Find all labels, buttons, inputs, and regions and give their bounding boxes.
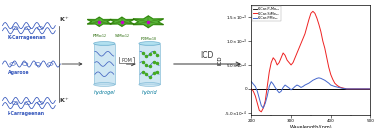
K-Car-P₂Mo₁₈ xyxy=(261,88,265,90)
K-Car-PMo₁₂ xyxy=(281,87,285,88)
Text: K-Carrageenan: K-Carrageenan xyxy=(8,35,46,40)
FancyBboxPatch shape xyxy=(119,57,134,63)
K-Car-P₂Mo₁₈ xyxy=(316,88,321,90)
Text: P$_2$Mo$_{18}$: P$_2$Mo$_{18}$ xyxy=(140,36,157,43)
FancyBboxPatch shape xyxy=(94,44,115,84)
K-Car-PMo₁₂ xyxy=(273,87,277,88)
K-Car-SiMo₁₂ xyxy=(368,88,373,90)
K-Car-P₂Mo₁₈ xyxy=(277,88,281,90)
Text: SiMo$_{12}$: SiMo$_{12}$ xyxy=(114,33,130,40)
K-Car-P₂Mo₁₈ xyxy=(368,88,373,90)
K-Car-P₂Mo₁₈ xyxy=(265,88,270,90)
Text: hydrogel: hydrogel xyxy=(93,90,115,95)
Text: l-Carrageenan: l-Carrageenan xyxy=(8,111,45,116)
Y-axis label: ICD: ICD xyxy=(218,55,223,65)
K-Car-SiMo₁₂ xyxy=(259,111,263,113)
Line: K-Car-SiMo₁₂: K-Car-SiMo₁₂ xyxy=(251,11,370,112)
Ellipse shape xyxy=(94,83,115,86)
K-Car-P₂Mo₁₈ xyxy=(269,88,274,90)
K-Car-P₂Mo₁₈ xyxy=(352,88,357,90)
K-Car-P₂Mo₁₈ xyxy=(308,88,313,90)
K-Car-SiMo₁₂ xyxy=(299,43,303,44)
K-Car-P₂Mo₁₈ xyxy=(281,88,285,90)
K-Car-SiMo₁₂ xyxy=(255,103,260,104)
Polygon shape xyxy=(110,17,134,26)
K-Car-P₂Mo₁₈ xyxy=(341,88,345,90)
FancyBboxPatch shape xyxy=(139,44,160,84)
Polygon shape xyxy=(133,16,164,28)
K-Car-PMo₁₂ xyxy=(261,107,265,109)
Ellipse shape xyxy=(139,83,160,86)
K-Car-PMo₁₂ xyxy=(283,84,287,86)
Line: K-Car-PMo₁₂: K-Car-PMo₁₂ xyxy=(251,78,370,108)
K-Car-P₂Mo₁₈ xyxy=(273,88,277,90)
K-Car-P₂Mo₁₈ xyxy=(313,88,317,90)
Ellipse shape xyxy=(139,42,160,45)
K-Car-SiMo₁₂ xyxy=(311,11,315,12)
K-Car-PMo₁₂ xyxy=(249,81,254,82)
Polygon shape xyxy=(87,17,111,26)
K-Car-P₂Mo₁₈ xyxy=(253,88,258,90)
K-Car-PMo₁₂ xyxy=(319,78,323,79)
K-Car-PMo₁₂ xyxy=(316,77,321,79)
K-Car-P₂Mo₁₈ xyxy=(297,88,301,90)
Text: Agarose: Agarose xyxy=(8,70,29,75)
K-Car-P₂Mo₁₈ xyxy=(285,88,290,90)
K-Car-SiMo₁₂ xyxy=(253,95,258,97)
K-Car-PMo₁₂ xyxy=(324,81,329,82)
K-Car-PMo₁₂ xyxy=(368,88,373,90)
Legend: K-Car-P₂Mo₁₈, K-Car-SiMo₁₂, K-Car-PMo₁₂: K-Car-P₂Mo₁₈, K-Car-SiMo₁₂, K-Car-PMo₁₂ xyxy=(252,6,280,21)
K-Car-P₂Mo₁₈ xyxy=(364,88,369,90)
X-axis label: Wavelength/(nm): Wavelength/(nm) xyxy=(290,125,332,128)
K-Car-P₂Mo₁₈ xyxy=(301,88,305,90)
K-Car-P₂Mo₁₈ xyxy=(293,88,297,90)
K-Car-P₂Mo₁₈ xyxy=(328,88,333,90)
K-Car-P₂Mo₁₈ xyxy=(305,88,309,90)
Text: ICD: ICD xyxy=(201,51,214,60)
Text: PMo$_{12}$: PMo$_{12}$ xyxy=(92,33,107,40)
K-Car-SiMo₁₂ xyxy=(249,88,254,90)
Text: hybrid: hybrid xyxy=(142,90,157,95)
K-Car-SiMo₁₂ xyxy=(328,74,333,75)
K-Car-P₂Mo₁₈ xyxy=(324,88,329,90)
K-Car-P₂Mo₁₈ xyxy=(344,88,349,90)
K-Car-P₂Mo₁₈ xyxy=(336,88,341,90)
K-Car-P₂Mo₁₈ xyxy=(249,88,254,90)
K-Car-P₂Mo₁₈ xyxy=(289,88,293,90)
K-Car-P₂Mo₁₈ xyxy=(321,88,325,90)
Ellipse shape xyxy=(94,42,115,45)
Text: POM: POM xyxy=(121,58,132,63)
K-Car-P₂Mo₁₈ xyxy=(356,88,361,90)
Text: K$^+$: K$^+$ xyxy=(59,96,70,105)
Text: K$^+$: K$^+$ xyxy=(59,15,70,24)
K-Car-PMo₁₂ xyxy=(364,88,369,90)
K-Car-P₂Mo₁₈ xyxy=(360,88,365,90)
K-Car-P₂Mo₁₈ xyxy=(257,88,262,90)
K-Car-SiMo₁₂ xyxy=(330,79,335,80)
K-Car-P₂Mo₁₈ xyxy=(349,88,353,90)
K-Car-P₂Mo₁₈ xyxy=(333,88,337,90)
K-Car-SiMo₁₂ xyxy=(281,52,285,54)
